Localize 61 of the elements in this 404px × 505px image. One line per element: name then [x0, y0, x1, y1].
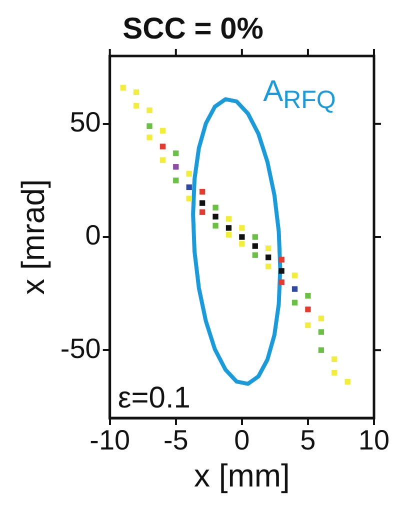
point — [292, 286, 298, 292]
point — [133, 89, 140, 96]
chart-title: SCC = 0% — [122, 12, 264, 46]
point — [278, 256, 284, 262]
point — [252, 252, 258, 258]
point — [318, 329, 324, 335]
point — [212, 214, 218, 220]
x-tick-label: 0 — [234, 424, 250, 456]
point — [133, 102, 140, 109]
x-tick-label: -10 — [90, 424, 130, 456]
x-tick-label: 5 — [300, 424, 316, 456]
point — [226, 225, 232, 231]
point — [173, 178, 179, 184]
point — [186, 196, 192, 202]
series-label: A$_{RFQ}$ — [263, 75, 336, 116]
point — [226, 216, 232, 222]
point — [120, 84, 126, 91]
x-tick-label: 10 — [358, 424, 390, 456]
point — [305, 322, 311, 328]
point — [305, 292, 311, 299]
x-axis-title: x [mm] — [194, 458, 290, 494]
point — [199, 200, 206, 206]
point — [146, 134, 152, 140]
point — [199, 209, 206, 215]
y-tick-label: -50 — [60, 332, 101, 364]
point — [292, 272, 298, 278]
point — [186, 170, 192, 176]
point — [266, 254, 272, 260]
y-tick-label: 0 — [85, 220, 101, 251]
point — [266, 245, 272, 252]
point — [344, 378, 350, 385]
point — [292, 300, 298, 306]
point — [252, 243, 258, 249]
point — [318, 316, 324, 322]
point — [212, 222, 218, 229]
point — [160, 128, 166, 134]
point — [173, 164, 179, 170]
point — [239, 234, 245, 240]
point — [252, 234, 258, 240]
annotation: ε=0.1 — [118, 381, 190, 414]
point — [226, 232, 232, 238]
point — [212, 204, 218, 210]
point — [199, 188, 206, 195]
point — [332, 370, 338, 376]
point — [186, 184, 192, 190]
x-tick-label: -5 — [163, 424, 188, 456]
point — [160, 144, 166, 150]
point — [146, 123, 152, 129]
y-tick-label: 50 — [70, 106, 101, 138]
point — [146, 107, 152, 114]
point — [278, 268, 284, 274]
point — [239, 240, 245, 247]
point — [318, 347, 324, 353]
point — [266, 264, 272, 270]
point — [160, 157, 166, 163]
point — [332, 356, 338, 362]
y-axis-title: x [mrad] — [15, 179, 52, 295]
point — [305, 306, 311, 312]
point — [278, 279, 284, 286]
point — [173, 150, 179, 156]
point — [239, 225, 245, 231]
